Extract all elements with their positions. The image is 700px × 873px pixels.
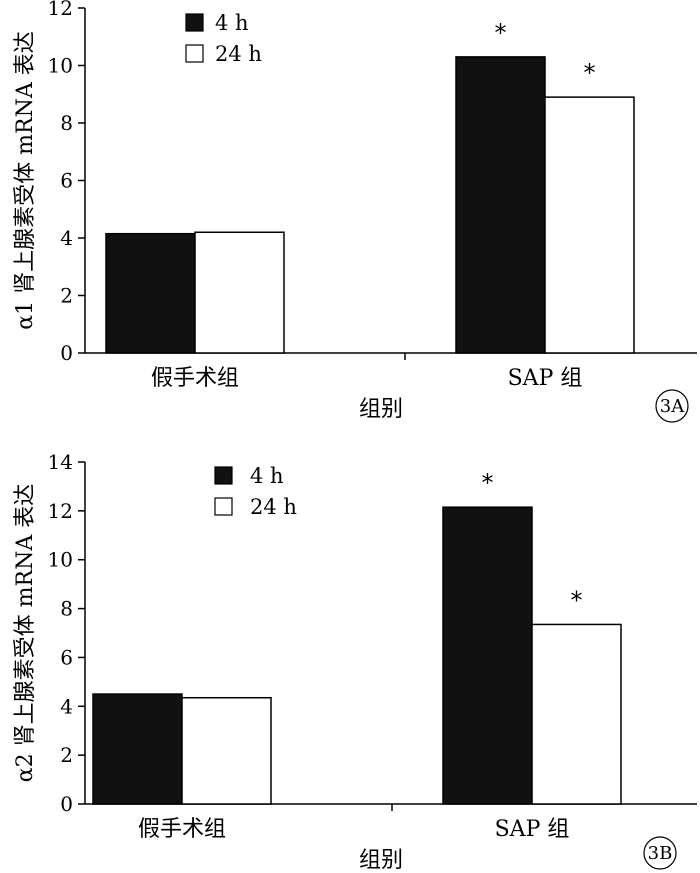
y-tick-label: 6 <box>60 645 73 669</box>
panel-tag-label: 3B <box>648 843 673 864</box>
bar-4h-1 <box>455 56 546 354</box>
y-tick-label: 14 <box>48 450 73 474</box>
bar-24h-0 <box>181 696 272 805</box>
panel-tag-circle <box>655 389 689 423</box>
y-tick-label: 12 <box>48 0 73 20</box>
y-tick-label: 10 <box>48 54 73 78</box>
legend-label: 4 h <box>250 464 284 488</box>
y-tick-label: 0 <box>60 341 73 365</box>
x-axis-title: 组别 <box>359 397 403 422</box>
bar-24h-1 <box>544 96 635 354</box>
y-tick-label: 10 <box>48 548 73 572</box>
significance-mark: * <box>584 59 596 87</box>
bar-4h-0 <box>105 232 196 354</box>
x-tick-label: SAP 组 <box>495 817 570 842</box>
y-tick-label: 4 <box>60 694 73 718</box>
legend-label: 24 h <box>250 495 297 519</box>
chart-panel-3A: 0 2 4 6 8 10 12 假手术组 * * SAP 组组别 α1 肾上腺素受体 mRNA 表达 4… <box>13 0 697 423</box>
y-tick-label: 2 <box>60 743 73 767</box>
bar-4h-1 <box>442 506 533 805</box>
panel-tag-circle <box>643 836 677 870</box>
significance-mark: * <box>571 586 583 614</box>
y-tick-label: 12 <box>48 499 73 523</box>
legend-swatch-4h <box>214 466 233 485</box>
x-tick-label: 假手术组 <box>138 817 226 842</box>
legend-swatch-24h <box>185 44 204 63</box>
x-tick-label: 假手术组 <box>151 366 239 391</box>
legend-label: 4 h <box>215 11 249 35</box>
legend-swatch-24h <box>214 497 233 516</box>
x-axis-title: 组别 <box>359 848 403 873</box>
y-tick-label: 4 <box>60 226 73 250</box>
y-tick-label: 2 <box>60 284 73 308</box>
y-tick-label: 8 <box>60 597 73 621</box>
bar-4h-0 <box>92 693 183 805</box>
y-tick-label: 0 <box>60 792 73 816</box>
bar-24h-0 <box>194 231 285 354</box>
legend-swatch-4h <box>185 13 204 32</box>
significance-mark: * <box>482 469 494 497</box>
chart-panel-3B: 0 2 4 6 8 10 12 14 假手术组 * * SAP 组组别 α2 肾上腺素受体 mRNA 表… <box>13 450 697 873</box>
bar-24h-1 <box>531 623 622 805</box>
y-axis-title: α2 肾上腺素受体 mRNA 表达 <box>13 484 38 782</box>
y-tick-label: 6 <box>60 169 73 193</box>
significance-mark: * <box>495 19 507 47</box>
panel-tag-label: 3A <box>660 396 685 417</box>
x-tick-label: SAP 组 <box>508 366 583 391</box>
y-axis-title: α1 肾上腺素受体 mRNA 表达 <box>13 31 38 329</box>
legend-label: 24 h <box>215 42 262 66</box>
y-tick-label: 8 <box>60 111 73 135</box>
